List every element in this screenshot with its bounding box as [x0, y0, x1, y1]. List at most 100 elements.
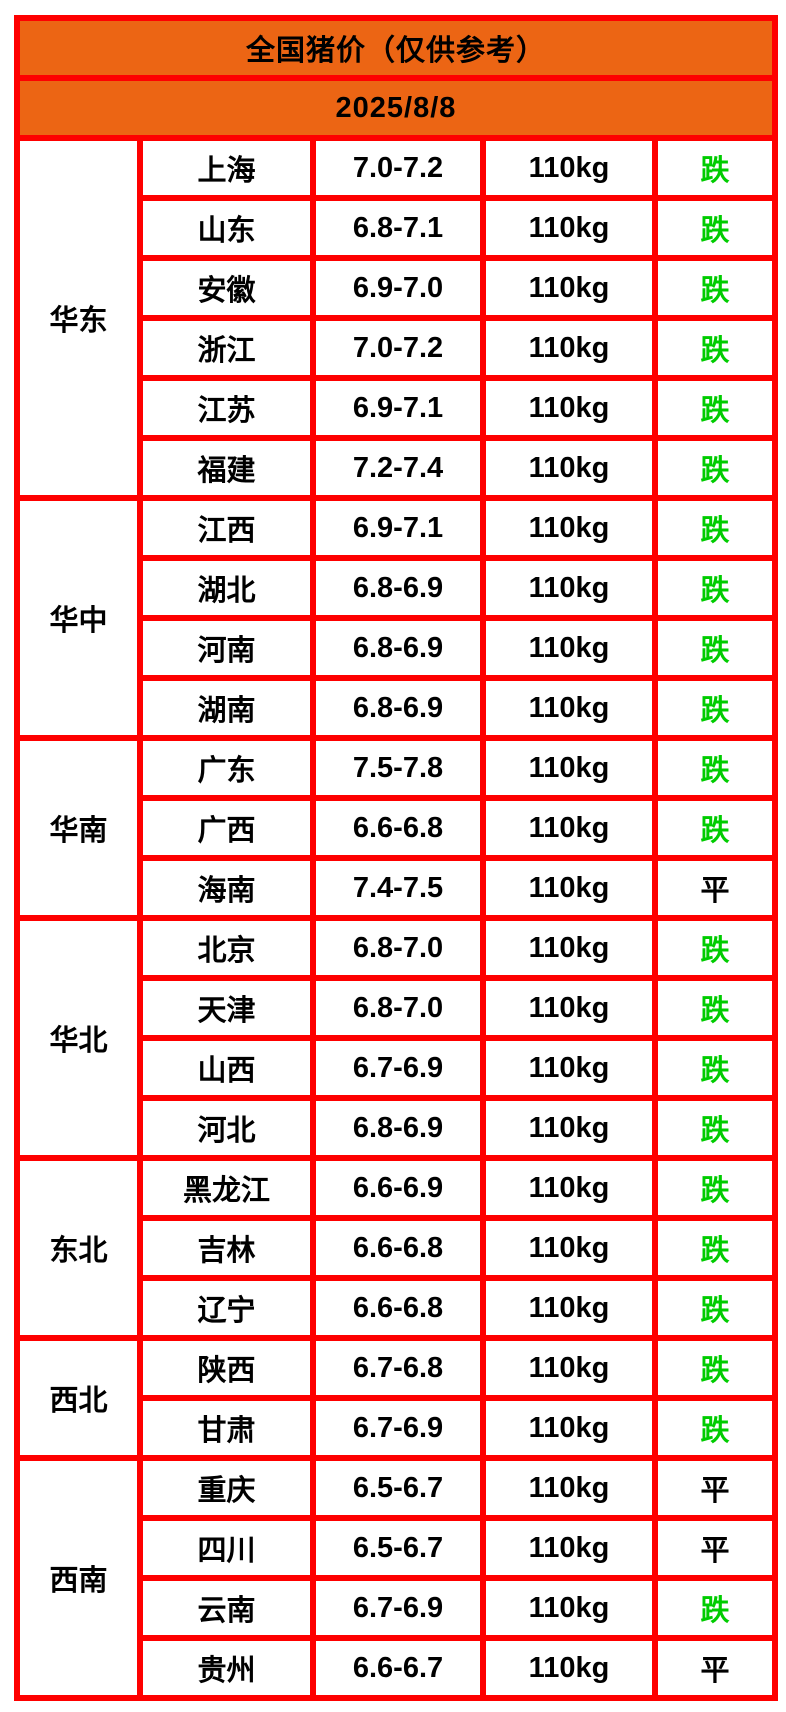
trend-cell: 跌 [652, 975, 778, 1041]
table-row: 华北 北京 6.8-7.0 110kg 跌 [14, 915, 778, 1161]
trend-cell: 跌 [652, 615, 778, 681]
weight-cell: 110kg [480, 435, 658, 501]
province-cell: 山东 [137, 195, 316, 261]
province-cell: 四川 [137, 1515, 316, 1581]
pig-price-table-body: 全国猪价（仅供参考） 2025/8/8 华东 上海 7.0-7.2 110kg 跌山东 6… [14, 15, 778, 1701]
trend-cell: 跌 [652, 735, 778, 801]
province-cell: 浙江 [137, 315, 316, 381]
table-row: 华东 上海 7.0-7.2 110kg 跌 [14, 135, 778, 501]
table-row: 贵州 6.6-6.7 110kg 平 [17, 1635, 778, 1701]
price-cell: 6.7-6.9 [310, 1035, 486, 1101]
region-cell: 华北 [14, 915, 143, 1161]
price-cell: 7.5-7.8 [310, 735, 486, 801]
table-row: 天津 6.8-7.0 110kg 跌 [17, 975, 778, 1041]
table-row: 海南 7.4-7.5 110kg 平 [17, 855, 778, 921]
price-cell: 6.7-6.9 [310, 1395, 486, 1461]
table-row: 西南 重庆 6.5-6.7 110kg 平 [14, 1455, 778, 1701]
province-cell: 广东 [137, 735, 316, 801]
region-cell: 华东 [14, 135, 143, 501]
weight-cell: 110kg [480, 615, 658, 681]
price-cell: 6.8-6.9 [310, 555, 486, 621]
trend-cell: 平 [652, 1455, 778, 1521]
weight-cell: 110kg [480, 1275, 658, 1341]
trend-cell: 跌 [652, 435, 778, 501]
table-row: 山西 6.7-6.9 110kg 跌 [17, 1035, 778, 1101]
province-cell: 北京 [137, 915, 316, 981]
region-cell: 华南 [14, 735, 143, 921]
table-row: 云南 6.7-6.9 110kg 跌 [17, 1575, 778, 1641]
province-cell: 上海 [137, 135, 316, 201]
table-row: 江苏 6.9-7.1 110kg 跌 [17, 375, 778, 441]
price-cell: 6.8-6.9 [310, 615, 486, 681]
province-cell: 湖南 [137, 675, 316, 741]
weight-cell: 110kg [480, 375, 658, 441]
province-cell: 江西 [137, 495, 316, 561]
price-cell: 6.8-7.1 [310, 195, 486, 261]
region-cell: 华中 [14, 495, 143, 741]
pig-price-table: 全国猪价（仅供参考） 2025/8/8 华东 上海 7.0-7.2 110kg 跌山东 6… [14, 15, 778, 1701]
province-cell: 广西 [137, 795, 316, 861]
trend-cell: 跌 [652, 915, 778, 981]
table-row: 西北 陕西 6.7-6.8 110kg 跌 [14, 1335, 778, 1461]
weight-cell: 110kg [480, 975, 658, 1041]
date-label: 2025/8/8 [14, 75, 778, 141]
price-cell: 6.9-7.0 [310, 255, 486, 321]
region-cell: 西南 [14, 1455, 143, 1701]
date-row: 2025/8/8 [14, 75, 778, 141]
trend-cell: 跌 [652, 255, 778, 321]
weight-cell: 110kg [480, 855, 658, 921]
weight-cell: 110kg [480, 1335, 658, 1401]
price-cell: 6.8-6.9 [310, 1095, 486, 1161]
price-cell: 7.4-7.5 [310, 855, 486, 921]
trend-cell: 跌 [652, 795, 778, 861]
weight-cell: 110kg [480, 135, 658, 201]
trend-cell: 跌 [652, 135, 778, 201]
weight-cell: 110kg [480, 315, 658, 381]
table-row: 华中 江西 6.9-7.1 110kg 跌 [14, 495, 778, 741]
province-cell: 安徽 [137, 255, 316, 321]
province-cell: 福建 [137, 435, 316, 501]
price-cell: 6.5-6.7 [310, 1515, 486, 1581]
weight-cell: 110kg [480, 1515, 658, 1581]
province-cell: 贵州 [137, 1635, 316, 1701]
province-cell: 湖北 [137, 555, 316, 621]
price-cell: 6.7-6.8 [310, 1335, 486, 1401]
trend-cell: 平 [652, 1515, 778, 1581]
price-cell: 6.5-6.7 [310, 1455, 486, 1521]
trend-cell: 跌 [652, 195, 778, 261]
weight-cell: 110kg [480, 1635, 658, 1701]
price-cell: 7.0-7.2 [310, 135, 486, 201]
table-row: 山东 6.8-7.1 110kg 跌 [17, 195, 778, 261]
province-cell: 河北 [137, 1095, 316, 1161]
trend-cell: 跌 [652, 1095, 778, 1161]
title-row: 全国猪价（仅供参考） [14, 15, 778, 81]
province-cell: 重庆 [137, 1455, 316, 1521]
price-cell: 6.8-7.0 [310, 975, 486, 1041]
weight-cell: 110kg [480, 1215, 658, 1281]
price-cell: 6.6-6.8 [310, 1215, 486, 1281]
table-row: 安徽 6.9-7.0 110kg 跌 [17, 255, 778, 321]
trend-cell: 跌 [652, 1155, 778, 1221]
table-row: 浙江 7.0-7.2 110kg 跌 [17, 315, 778, 381]
trend-cell: 跌 [652, 315, 778, 381]
weight-cell: 110kg [480, 1095, 658, 1161]
weight-cell: 110kg [480, 1395, 658, 1461]
table-row: 河北 6.8-6.9 110kg 跌 [17, 1095, 778, 1161]
table-row: 辽宁 6.6-6.8 110kg 跌 [17, 1275, 778, 1341]
trend-cell: 跌 [652, 1215, 778, 1281]
price-cell: 6.6-6.8 [310, 795, 486, 861]
province-cell: 甘肃 [137, 1395, 316, 1461]
table-row: 湖南 6.8-6.9 110kg 跌 [17, 675, 778, 741]
price-cell: 6.8-7.0 [310, 915, 486, 981]
weight-cell: 110kg [480, 1575, 658, 1641]
price-cell: 6.9-7.1 [310, 375, 486, 441]
weight-cell: 110kg [480, 255, 658, 321]
table-row: 福建 7.2-7.4 110kg 跌 [17, 435, 778, 501]
weight-cell: 110kg [480, 1155, 658, 1221]
province-cell: 河南 [137, 615, 316, 681]
price-cell: 7.2-7.4 [310, 435, 486, 501]
table-row: 东北 黑龙江 6.6-6.9 110kg 跌 [14, 1155, 778, 1341]
region-cell: 西北 [14, 1335, 143, 1461]
table-row: 甘肃 6.7-6.9 110kg 跌 [17, 1395, 778, 1461]
region-cell: 东北 [14, 1155, 143, 1341]
